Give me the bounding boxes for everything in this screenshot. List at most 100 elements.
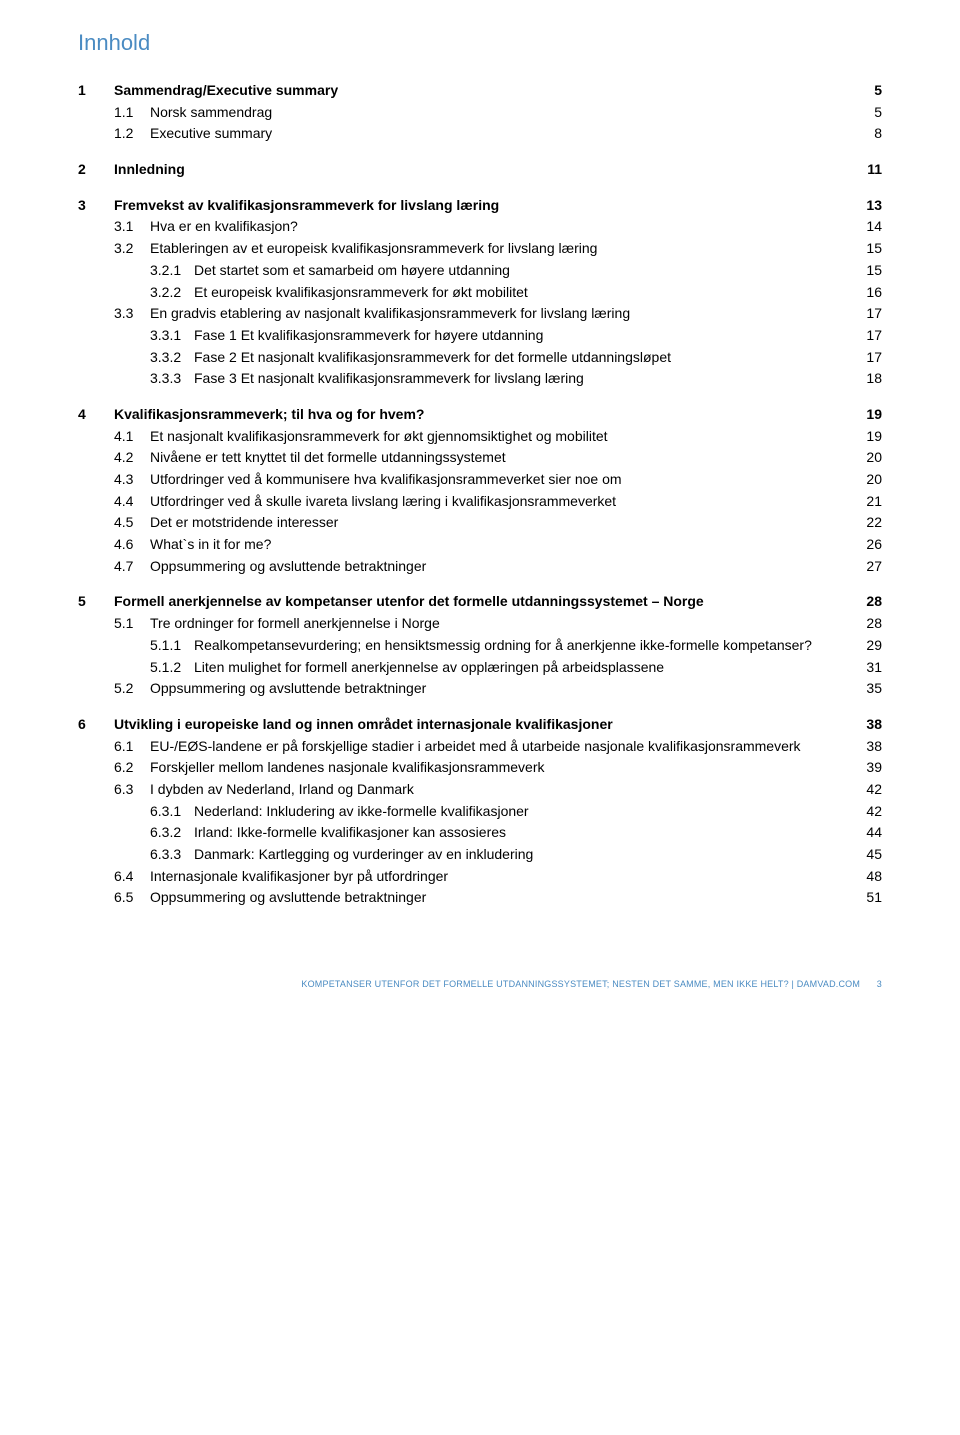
toc-entry: 3.3En gradvis etablering av nasjonalt kv… xyxy=(78,303,882,325)
table-of-contents: 1Sammendrag/Executive summary51.1Norsk s… xyxy=(78,80,882,909)
toc-entry-page: 14 xyxy=(856,216,882,238)
toc-entry-page: 16 xyxy=(856,282,882,304)
toc-entry-text: En gradvis etablering av nasjonalt kvali… xyxy=(150,303,856,325)
toc-entry-number: 6.5 xyxy=(114,887,150,909)
toc-entry-number: 4.6 xyxy=(114,534,150,556)
toc-entry: 5.1.2Liten mulighet for formell anerkjen… xyxy=(78,657,882,679)
toc-entry-number: 4.3 xyxy=(114,469,150,491)
toc-entry-text: Danmark: Kartlegging og vurderinger av e… xyxy=(194,844,856,866)
toc-entry-text: I dybden av Nederland, Irland og Danmark xyxy=(150,779,856,801)
toc-entry-number: 4.1 xyxy=(114,426,150,448)
toc-entry-number: 6.2 xyxy=(114,757,150,779)
toc-entry-text: Etableringen av et europeisk kvalifikasj… xyxy=(150,238,856,260)
toc-entry: 5.2Oppsummering og avsluttende betraktni… xyxy=(78,678,882,700)
toc-entry: 5Formell anerkjennelse av kompetanser ut… xyxy=(78,591,882,613)
toc-entry-number: 3.3.1 xyxy=(150,325,194,347)
toc-entry: 6.3I dybden av Nederland, Irland og Danm… xyxy=(78,779,882,801)
toc-entry-number: 5.2 xyxy=(114,678,150,700)
toc-entry-page: 17 xyxy=(856,303,882,325)
toc-entry: 6Utvikling i europeiske land og innen om… xyxy=(78,714,882,736)
toc-entry-text: Sammendrag/Executive summary xyxy=(114,80,856,102)
toc-entry-number: 5.1.1 xyxy=(150,635,194,657)
toc-entry-number: 6.3 xyxy=(114,779,150,801)
toc-entry-number: 3.3 xyxy=(114,303,150,325)
toc-entry-page: 29 xyxy=(856,635,882,657)
toc-entry-text: Kvalifikasjonsrammeverk; til hva og for … xyxy=(114,404,856,426)
toc-entry-text: Fase 1 Et kvalifikasjonsrammeverk for hø… xyxy=(194,325,856,347)
toc-entry: 1.1Norsk sammendrag5 xyxy=(78,102,882,124)
toc-entry: 3.3.2Fase 2 Et nasjonalt kvalifikasjonsr… xyxy=(78,347,882,369)
footer-page-number: 3 xyxy=(877,979,882,989)
toc-entry: 3.3.1Fase 1 Et kvalifikasjonsrammeverk f… xyxy=(78,325,882,347)
page-footer: KOMPETANSER UTENFOR DET FORMELLE UTDANNI… xyxy=(78,979,882,989)
toc-entry-number: 6.3.2 xyxy=(150,822,194,844)
toc-entry-page: 44 xyxy=(856,822,882,844)
toc-entry-page: 15 xyxy=(856,260,882,282)
toc-entry-text: Nederland: Inkludering av ikke-formelle … xyxy=(194,801,856,823)
toc-entry-page: 20 xyxy=(856,469,882,491)
toc-entry-text: Fremvekst av kvalifikasjonsrammeverk for… xyxy=(114,195,856,217)
toc-entry-number: 6.4 xyxy=(114,866,150,888)
toc-entry-text: Formell anerkjennelse av kompetanser ute… xyxy=(114,591,856,613)
toc-entry-number: 3.3.2 xyxy=(150,347,194,369)
toc-entry-text: What`s in it for me? xyxy=(150,534,856,556)
toc-entry-page: 38 xyxy=(856,714,882,736)
toc-entry: 1Sammendrag/Executive summary5 xyxy=(78,80,882,102)
toc-entry-text: Executive summary xyxy=(150,123,856,145)
toc-entry-page: 5 xyxy=(856,80,882,102)
toc-entry-text: Hva er en kvalifikasjon? xyxy=(150,216,856,238)
toc-entry-page: 15 xyxy=(856,238,882,260)
toc-entry-text: Oppsummering og avsluttende betraktninge… xyxy=(150,887,856,909)
toc-entry-text: Fase 3 Et nasjonalt kvalifikasjonsrammev… xyxy=(194,368,856,390)
toc-entry-text: Forskjeller mellom landenes nasjonale kv… xyxy=(150,757,856,779)
toc-entry-number: 4 xyxy=(78,404,114,426)
toc-entry: 4.3Utfordringer ved å kommunisere hva kv… xyxy=(78,469,882,491)
toc-entry-page: 38 xyxy=(856,736,882,758)
toc-entry-number: 1.2 xyxy=(114,123,150,145)
toc-entry-text: Et nasjonalt kvalifikasjonsrammeverk for… xyxy=(150,426,856,448)
toc-entry-page: 17 xyxy=(856,347,882,369)
toc-entry-text: Innledning xyxy=(114,159,856,181)
toc-entry: 3.1Hva er en kvalifikasjon?14 xyxy=(78,216,882,238)
toc-entry-page: 18 xyxy=(856,368,882,390)
toc-entry-page: 11 xyxy=(856,159,882,181)
toc-entry-page: 26 xyxy=(856,534,882,556)
toc-entry-page: 35 xyxy=(856,678,882,700)
toc-entry: 3.2.2Et europeisk kvalifikasjonsrammever… xyxy=(78,282,882,304)
toc-entry-text: Utvikling i europeiske land og innen omr… xyxy=(114,714,856,736)
toc-entry-text: Irland: Ikke-formelle kvalifikasjoner ka… xyxy=(194,822,856,844)
toc-entry-number: 6.3.3 xyxy=(150,844,194,866)
toc-entry-page: 8 xyxy=(856,123,882,145)
toc-entry-number: 3 xyxy=(78,195,114,217)
toc-entry: 5.1.1Realkompetansevurdering; en hensikt… xyxy=(78,635,882,657)
toc-entry-number: 4.7 xyxy=(114,556,150,578)
toc-entry-number: 3.2.1 xyxy=(150,260,194,282)
toc-entry-number: 5.1.2 xyxy=(150,657,194,679)
toc-entry-text: Liten mulighet for formell anerkjennelse… xyxy=(194,657,856,679)
toc-entry-page: 19 xyxy=(856,404,882,426)
toc-entry: 6.3.2Irland: Ikke-formelle kvalifikasjon… xyxy=(78,822,882,844)
toc-entry-page: 20 xyxy=(856,447,882,469)
toc-entry-page: 19 xyxy=(856,426,882,448)
page-title: Innhold xyxy=(78,30,882,56)
toc-entry: 5.1Tre ordninger for formell anerkjennel… xyxy=(78,613,882,635)
toc-entry-number: 5 xyxy=(78,591,114,613)
toc-entry-text: Det er motstridende interesser xyxy=(150,512,856,534)
toc-entry-text: Oppsummering og avsluttende betraktninge… xyxy=(150,556,856,578)
toc-entry: 6.1EU-/EØS-landene er på forskjellige st… xyxy=(78,736,882,758)
toc-entry-number: 3.2 xyxy=(114,238,150,260)
toc-entry-page: 51 xyxy=(856,887,882,909)
toc-entry-number: 5.1 xyxy=(114,613,150,635)
toc-entry: 4.7Oppsummering og avsluttende betraktni… xyxy=(78,556,882,578)
footer-text: KOMPETANSER UTENFOR DET FORMELLE UTDANNI… xyxy=(301,979,860,989)
toc-entry-text: Fase 2 Et nasjonalt kvalifikasjonsrammev… xyxy=(194,347,856,369)
toc-entry-text: Realkompetansevurdering; en hensiktsmess… xyxy=(194,635,856,657)
toc-entry-text: Internasjonale kvalifikasjoner byr på ut… xyxy=(150,866,856,888)
toc-entry-number: 6.1 xyxy=(114,736,150,758)
toc-entry-page: 13 xyxy=(856,195,882,217)
toc-entry-page: 48 xyxy=(856,866,882,888)
toc-entry-text: EU-/EØS-landene er på forskjellige stadi… xyxy=(150,736,856,758)
toc-entry-text: Oppsummering og avsluttende betraktninge… xyxy=(150,678,856,700)
toc-entry-page: 39 xyxy=(856,757,882,779)
toc-entry-text: Norsk sammendrag xyxy=(150,102,856,124)
